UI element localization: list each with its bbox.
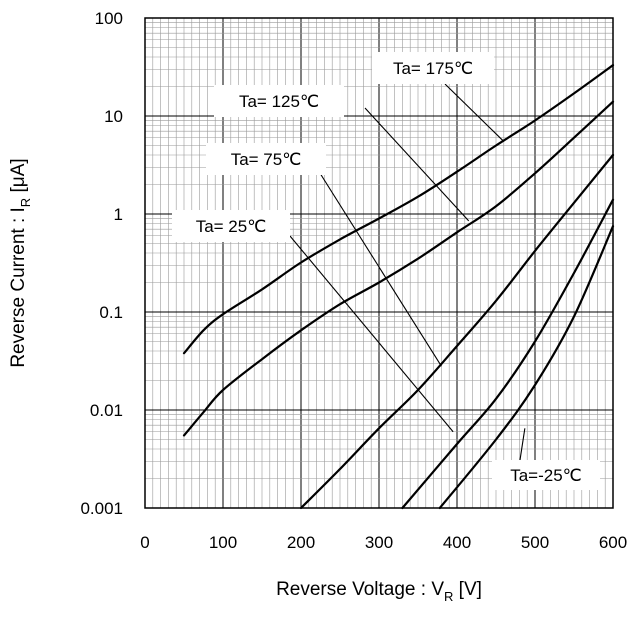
y-tick-label: 0.1 bbox=[99, 303, 123, 322]
series-lines bbox=[182, 64, 615, 510]
annotation-label-box bbox=[214, 85, 344, 117]
annotations: Ta= 175℃ Ta= 125℃ Ta= 75℃ Ta= 25℃ Ta=-25℃ bbox=[172, 52, 600, 490]
series-annotation: Ta= 125℃ bbox=[214, 85, 470, 222]
annotation-leader-line bbox=[364, 107, 470, 222]
y-tick-label: 100 bbox=[95, 9, 123, 28]
annotation-label-box bbox=[172, 210, 290, 242]
y-axis-title: Reverse Current : IR [μA] bbox=[8, 158, 33, 367]
x-tick-label: 600 bbox=[599, 533, 627, 552]
series-line bbox=[401, 198, 615, 510]
annotation-label: Ta=-25℃ bbox=[510, 466, 582, 485]
annotation-label: Ta= 175℃ bbox=[393, 59, 473, 78]
annotation-label: Ta= 75℃ bbox=[231, 150, 302, 169]
x-tick-label: 200 bbox=[287, 533, 315, 552]
series-annotation: Ta= 175℃ bbox=[372, 52, 505, 142]
x-tick-label: 300 bbox=[365, 533, 393, 552]
x-tick-label: 400 bbox=[443, 533, 471, 552]
annotation-label-box bbox=[492, 460, 600, 490]
annotation-label-box bbox=[372, 52, 494, 84]
annotation-leader-line bbox=[317, 169, 442, 367]
y-tick-label: 0.01 bbox=[90, 401, 123, 420]
series-line bbox=[299, 153, 615, 510]
annotation-label-box bbox=[206, 143, 326, 175]
y-tick-label: 1 bbox=[114, 205, 123, 224]
x-tick-label: 500 bbox=[521, 533, 549, 552]
series-line bbox=[438, 225, 615, 510]
y-tick-labels: 0.001 0.01 0.1 1 10 100 bbox=[80, 9, 123, 518]
x-axis-title: Reverse Voltage : VR [V] bbox=[276, 579, 482, 604]
x-tick-label: 100 bbox=[209, 533, 237, 552]
series-annotation: Ta=-25℃ bbox=[492, 428, 600, 490]
annotation-label: Ta= 125℃ bbox=[239, 92, 319, 111]
annotation-leader-line bbox=[289, 235, 454, 433]
x-tick-label: 0 bbox=[140, 533, 149, 552]
series-line bbox=[182, 100, 615, 437]
plot-frame bbox=[144, 17, 614, 509]
annotation-leader-line bbox=[519, 428, 526, 461]
x-tick-labels: 0 100 200 300 400 500 600 bbox=[140, 533, 627, 552]
y-tick-label: 10 bbox=[104, 107, 123, 126]
annotation-label: Ta= 25℃ bbox=[196, 217, 267, 236]
series-annotation: Ta= 25℃ bbox=[172, 210, 454, 433]
series-line bbox=[182, 64, 615, 355]
series-annotation: Ta= 75℃ bbox=[206, 143, 442, 367]
y-tick-label: 0.001 bbox=[80, 499, 123, 518]
annotation-leader-line bbox=[444, 83, 505, 142]
